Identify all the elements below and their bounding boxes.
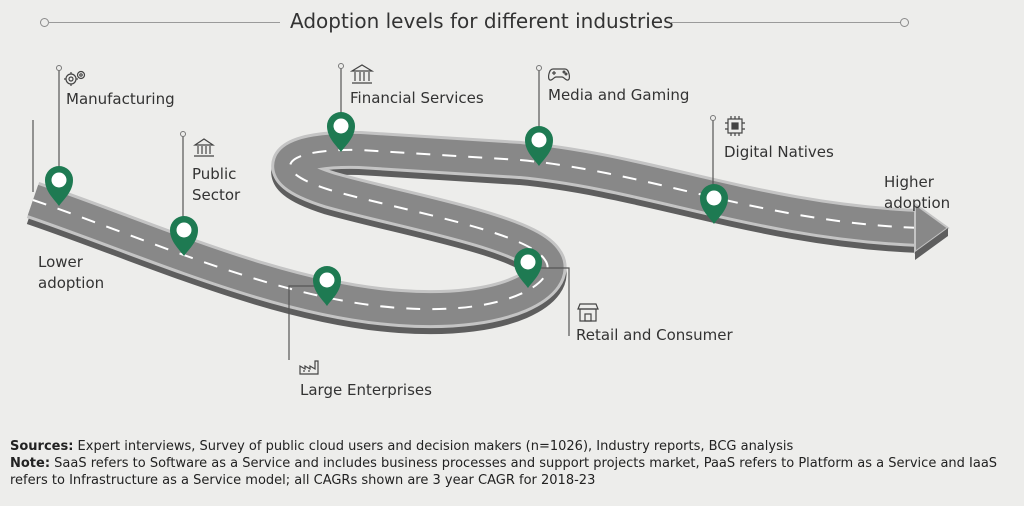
callout-dot-digital-natives: [710, 115, 716, 121]
financial-services-label: Financial Services: [350, 89, 484, 107]
callout-dot-public-sector: [180, 131, 186, 137]
lower-adoption-line-2: adoption: [38, 274, 105, 292]
sources-text: Expert interviews, Survey of public clou…: [73, 439, 794, 454]
media-gaming-label: Media and Gaming: [548, 86, 690, 104]
callout-dot-media: [536, 65, 542, 71]
lower-adoption-line-1: Lower: [38, 253, 83, 271]
retail-consumer-label: Retail and Consumer: [576, 326, 733, 344]
large-enterprises-label: Large Enterprises: [300, 381, 432, 399]
note-line: Note: SaaS refers to Software as a Servi…: [10, 455, 1010, 489]
road-lane-markings: [32, 148, 921, 311]
note-text: SaaS refers to Software as a Service and…: [10, 456, 998, 488]
digital-natives-label: Digital Natives: [724, 143, 834, 161]
title-bar: Adoption levels for different industries: [40, 6, 910, 38]
store-icon: [577, 303, 599, 322]
diagram-title: Adoption levels for different industries: [290, 9, 674, 33]
gears-icon: [64, 70, 86, 86]
higher-adoption-label: Higher adoption: [884, 172, 950, 214]
public-sector-label-text: Public Sector: [192, 165, 241, 204]
factory-icon: [299, 360, 319, 375]
title-line-right-dot: [900, 18, 909, 27]
sources-label: Sources:: [10, 439, 74, 454]
bank-icon: [349, 64, 375, 84]
higher-adoption-line-1: Higher: [884, 173, 934, 191]
higher-adoption-line-2: adoption: [884, 194, 951, 212]
lower-adoption-label: Lower adoption: [38, 252, 104, 294]
title-line-right: [670, 22, 902, 23]
sources-line: Sources: Expert interviews, Survey of pu…: [10, 438, 1010, 455]
public-sector-label: Public Sector: [192, 164, 240, 206]
gamepad-icon: [547, 68, 571, 81]
callout-dot-financial-services: [338, 63, 344, 69]
government-building-icon: [193, 138, 215, 157]
road-diagram: [26, 63, 950, 375]
chip-icon: [725, 116, 745, 136]
road-arrowhead-side: [915, 228, 948, 260]
footer-notes: Sources: Expert interviews, Survey of pu…: [10, 438, 1010, 489]
title-line-left: [48, 22, 280, 23]
manufacturing-label: Manufacturing: [66, 90, 175, 108]
note-label: Note:: [10, 456, 51, 471]
callout-lines: [58, 66, 714, 360]
callout-dot-manufacturing: [56, 65, 62, 71]
